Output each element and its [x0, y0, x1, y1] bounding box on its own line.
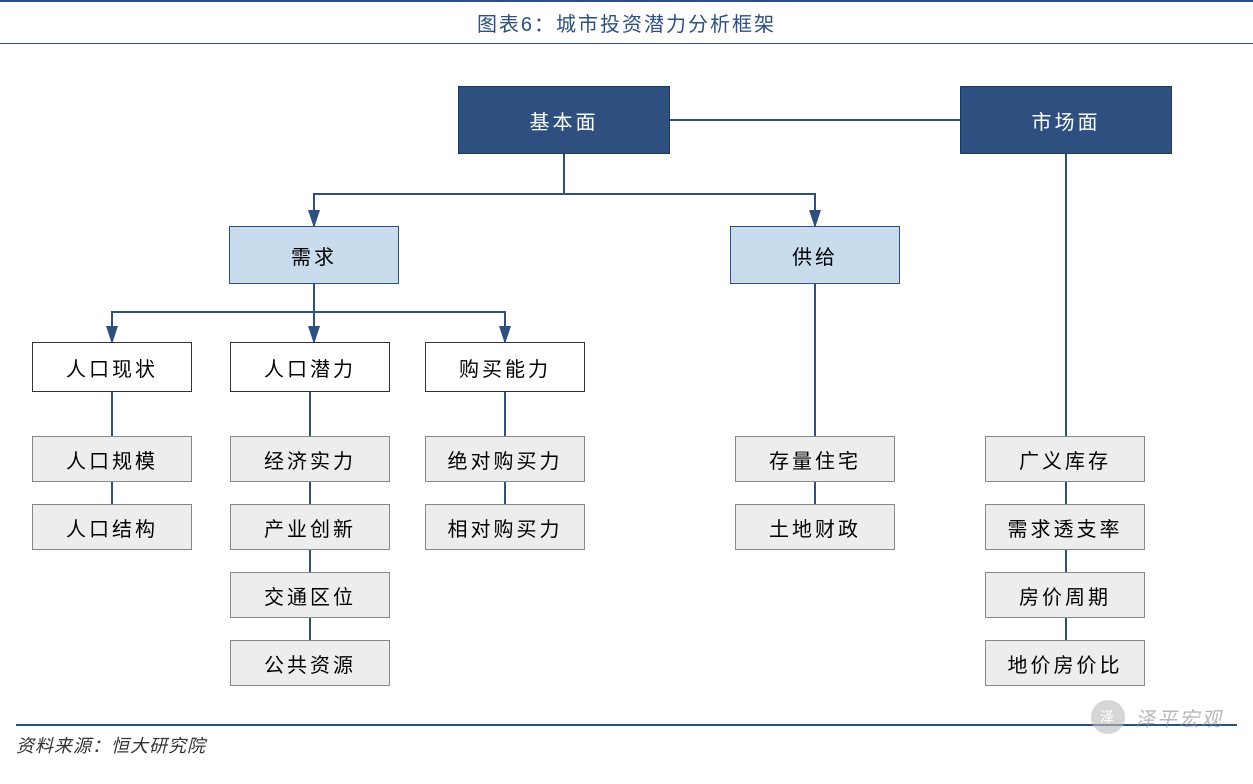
flowchart-diagram: 基本面 市场面需求 供给人口现状人口潜力购买能力人口规模人口结构经济实力产业创新交通… — [0, 44, 1253, 724]
node-supply: 供给 — [730, 226, 900, 284]
edge-fundamental-demand — [314, 154, 564, 226]
node-land_price: 地价房价比 — [985, 640, 1145, 686]
edge-demand-buy_power — [314, 284, 505, 342]
node-market: 市场面 — [960, 86, 1172, 154]
source-note: 资料来源：恒大研究院 — [16, 724, 1237, 758]
watermark-icon: 泽 — [1091, 700, 1125, 734]
node-industry: 产业创新 — [230, 504, 390, 550]
node-stock: 存量住宅 — [735, 436, 895, 482]
node-pop_potential: 人口潜力 — [230, 342, 390, 392]
node-price_cycle: 房价周期 — [985, 572, 1145, 618]
node-inventory: 广义库存 — [985, 436, 1145, 482]
chart-title: 图表6：城市投资潜力分析框架 — [0, 0, 1253, 44]
node-landfin: 土地财政 — [735, 504, 895, 550]
node-abs_buy: 绝对购买力 — [425, 436, 585, 482]
node-pop_size: 人口规模 — [32, 436, 192, 482]
watermark: 泽 泽平宏观 — [1091, 700, 1223, 734]
node-public: 公共资源 — [230, 640, 390, 686]
node-buy_power: 购买能力 — [425, 342, 585, 392]
node-transport: 交通区位 — [230, 572, 390, 618]
node-pop_struct: 人口结构 — [32, 504, 192, 550]
node-pop_status: 人口现状 — [32, 342, 192, 392]
node-demand: 需求 — [229, 226, 399, 284]
node-overdraft: 需求透支率 — [985, 504, 1145, 550]
edge-fundamental-supply — [564, 154, 815, 226]
node-econ: 经济实力 — [230, 436, 390, 482]
node-fundamental: 基本面 — [458, 86, 670, 154]
edge-demand-pop_status — [112, 284, 314, 342]
watermark-text: 泽平宏观 — [1135, 703, 1223, 732]
node-rel_buy: 相对购买力 — [425, 504, 585, 550]
